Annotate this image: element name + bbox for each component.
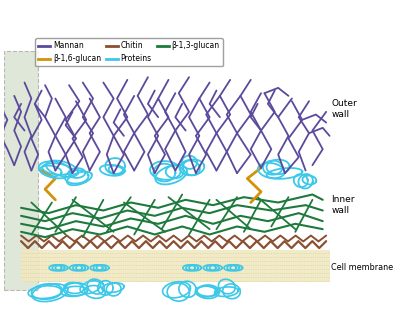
Bar <box>4 51 38 290</box>
Text: Outer
wall: Outer wall <box>331 99 357 119</box>
Legend: Mannan, β-1,6-glucan, Chitin, Proteins, β-1,3-glucan: Mannan, β-1,6-glucan, Chitin, Proteins, … <box>35 38 223 66</box>
Bar <box>21 250 330 282</box>
Text: Inner
wall: Inner wall <box>331 195 355 215</box>
Text: Cell membrane: Cell membrane <box>331 263 394 272</box>
